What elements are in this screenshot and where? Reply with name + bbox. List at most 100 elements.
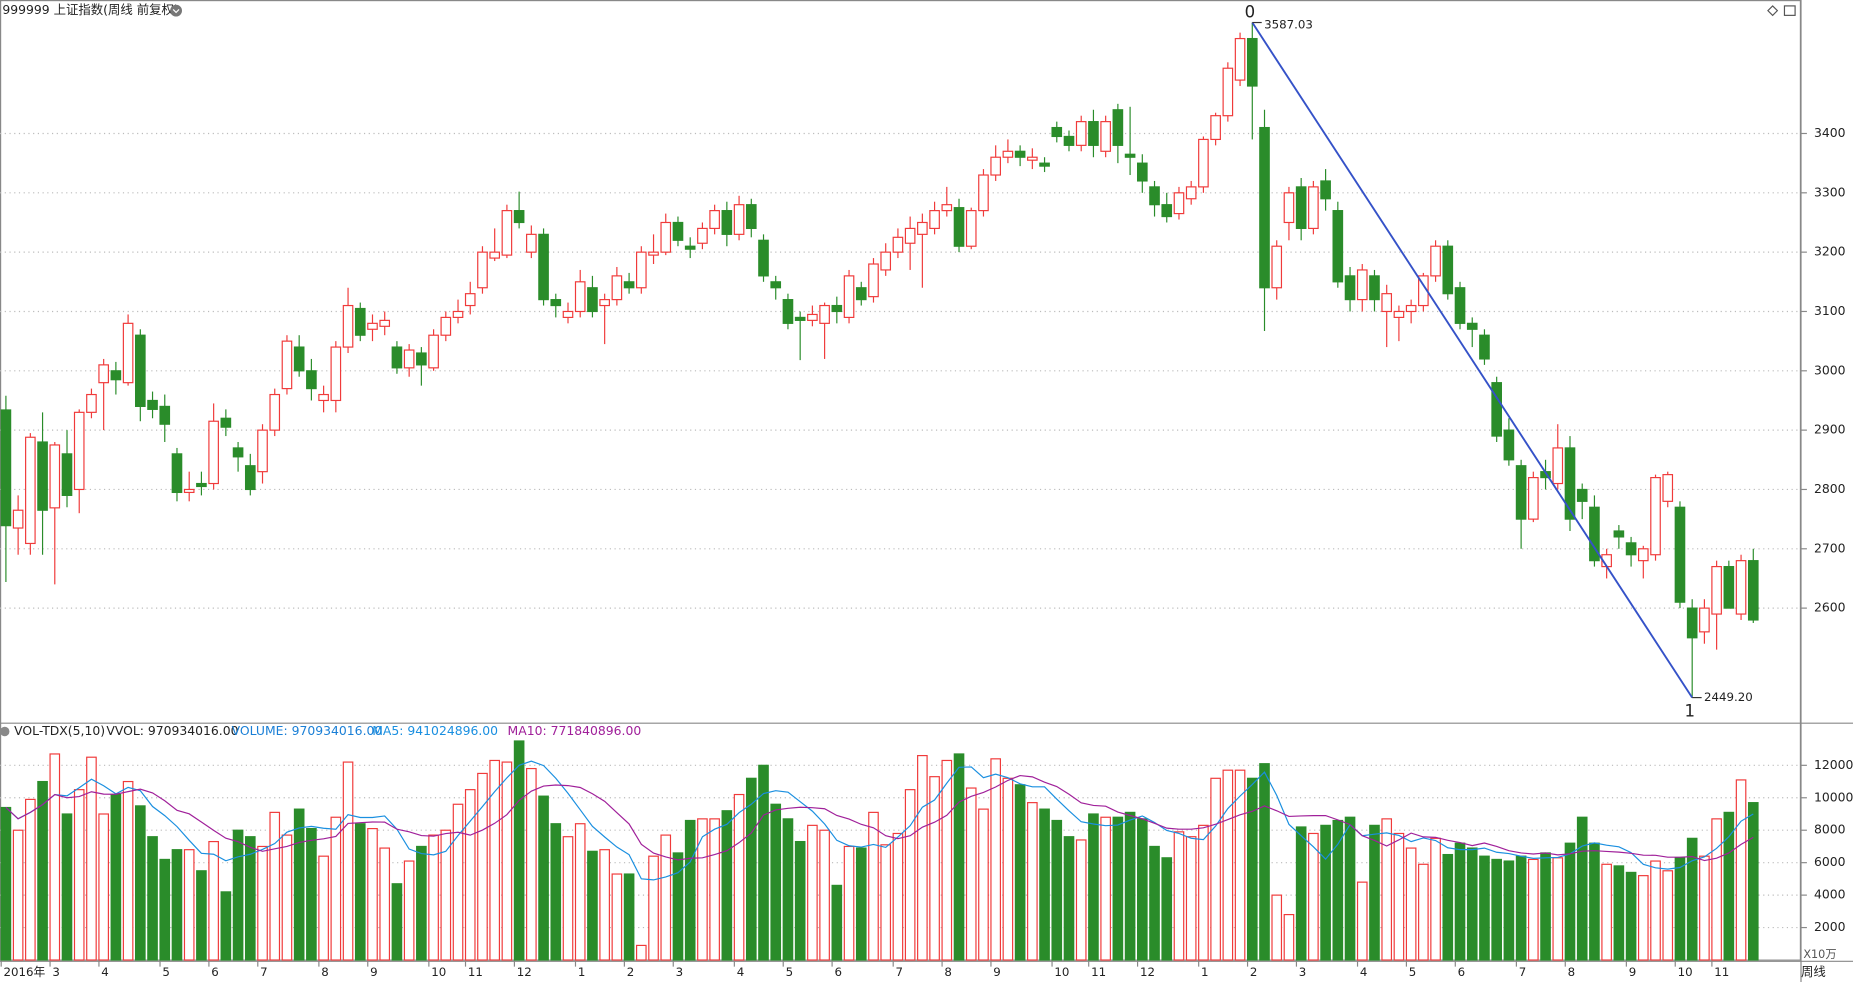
volume-bar xyxy=(1405,847,1417,961)
candle-body xyxy=(1711,565,1722,615)
x-tick-label: 2 xyxy=(1250,965,1258,979)
title-menu-arrow xyxy=(172,9,180,14)
y-tick-label: 12000 xyxy=(1814,757,1853,772)
volume-bar xyxy=(1723,811,1735,961)
volume-bar xyxy=(1613,865,1625,961)
candle-body xyxy=(477,251,488,289)
y-tick-label: 2900 xyxy=(1814,422,1846,437)
volume-bar xyxy=(807,824,818,961)
candle-body xyxy=(868,263,879,298)
candle-body xyxy=(990,156,1001,176)
volume-bar xyxy=(1528,858,1539,961)
volume-bar xyxy=(1735,779,1747,961)
candle-body xyxy=(892,236,904,253)
candle-body xyxy=(1491,382,1502,437)
ma-label: MA5: 941024896.00 xyxy=(372,723,498,738)
candle-body xyxy=(416,352,427,366)
volume-bar xyxy=(147,836,158,961)
annotation-label: 0 xyxy=(1245,3,1256,22)
y-tick-label: 2800 xyxy=(1814,481,1846,496)
candle-body xyxy=(183,488,195,494)
volume-bar xyxy=(1222,769,1234,961)
candle-body xyxy=(1234,37,1246,81)
candle-body xyxy=(1650,477,1661,556)
ma-line xyxy=(5,760,1754,881)
candle-body xyxy=(220,417,232,428)
panel-icon[interactable] xyxy=(1783,5,1796,16)
volume-bar xyxy=(37,780,48,961)
candle-body xyxy=(1320,180,1331,200)
volume-bar xyxy=(220,891,232,961)
x-tick-label: 10 xyxy=(431,965,446,979)
diamond-icon[interactable] xyxy=(1767,5,1779,17)
candle-body xyxy=(684,245,696,250)
volume-bar xyxy=(379,847,391,961)
volume-bar xyxy=(1369,824,1380,961)
volume-bar xyxy=(1662,870,1674,961)
candle-body xyxy=(1100,121,1111,152)
candle-body xyxy=(953,207,965,247)
candle-body xyxy=(135,334,146,407)
candle-body xyxy=(1088,121,1099,146)
y-tick-label: 4000 xyxy=(1814,887,1846,902)
candle-body xyxy=(880,251,892,271)
volume-bar xyxy=(1442,853,1454,961)
volume-bar xyxy=(403,860,415,961)
volume-bar xyxy=(1491,858,1502,961)
candle-body xyxy=(1576,488,1588,502)
candle-body xyxy=(513,210,525,224)
candle-body xyxy=(587,287,598,313)
volume-bar xyxy=(318,855,329,961)
volume-bar xyxy=(1088,813,1099,961)
candle-body xyxy=(733,204,745,235)
volume-bar xyxy=(892,832,904,961)
candle-body xyxy=(1198,138,1209,188)
x-tick-label: 5 xyxy=(1409,965,1417,979)
y-tick-label: 2600 xyxy=(1814,600,1846,615)
volume-bar xyxy=(244,836,256,961)
volume-bar xyxy=(1075,839,1087,961)
volume-bar xyxy=(1051,819,1063,961)
volume-bar xyxy=(770,803,782,961)
x-tick-label: 4 xyxy=(737,965,745,979)
x-tick-label: 7 xyxy=(260,965,268,979)
volume-bar xyxy=(330,816,342,961)
volume-bar xyxy=(269,811,281,961)
candle-body xyxy=(1344,275,1356,301)
volume-bar xyxy=(354,823,366,961)
volume-bar xyxy=(587,850,598,961)
volume-bar xyxy=(208,840,219,961)
volume-menu-icon[interactable] xyxy=(0,726,10,737)
trend-line xyxy=(1251,22,1693,699)
candle-body xyxy=(1014,150,1026,158)
volume-bar xyxy=(306,828,317,961)
volume-bar xyxy=(917,754,928,961)
candle-body xyxy=(1259,126,1270,289)
period-label: 周线 xyxy=(1801,964,1826,979)
annotation-value: 3587.03 xyxy=(1264,17,1313,31)
volume-bar xyxy=(745,777,757,961)
title-menu-icon[interactable] xyxy=(170,4,182,17)
volume-bar xyxy=(758,764,769,961)
candle-body xyxy=(330,346,342,402)
candle-body xyxy=(1161,204,1173,218)
volume-bar xyxy=(611,873,623,961)
candle-body xyxy=(917,221,928,235)
volume-bar xyxy=(538,795,549,961)
candle-body xyxy=(1442,245,1454,295)
candle-body xyxy=(98,364,109,384)
volume-bar xyxy=(965,787,977,961)
volume-bar xyxy=(1136,818,1148,961)
candle-body xyxy=(1686,607,1698,639)
x-tick-label: 8 xyxy=(944,965,952,979)
annotation-label: 1 xyxy=(1685,701,1696,720)
volume-bar xyxy=(1552,857,1564,961)
x-tick-label: 4 xyxy=(1360,965,1368,979)
x-tick-label: 1 xyxy=(578,965,586,979)
volume-bar xyxy=(25,798,36,961)
x-tick-label: 6 xyxy=(211,965,219,979)
candle-body xyxy=(672,221,684,241)
candle-body xyxy=(452,310,464,318)
x-tick-label: 3 xyxy=(52,965,60,979)
x-tick-label: 7 xyxy=(1519,965,1527,979)
